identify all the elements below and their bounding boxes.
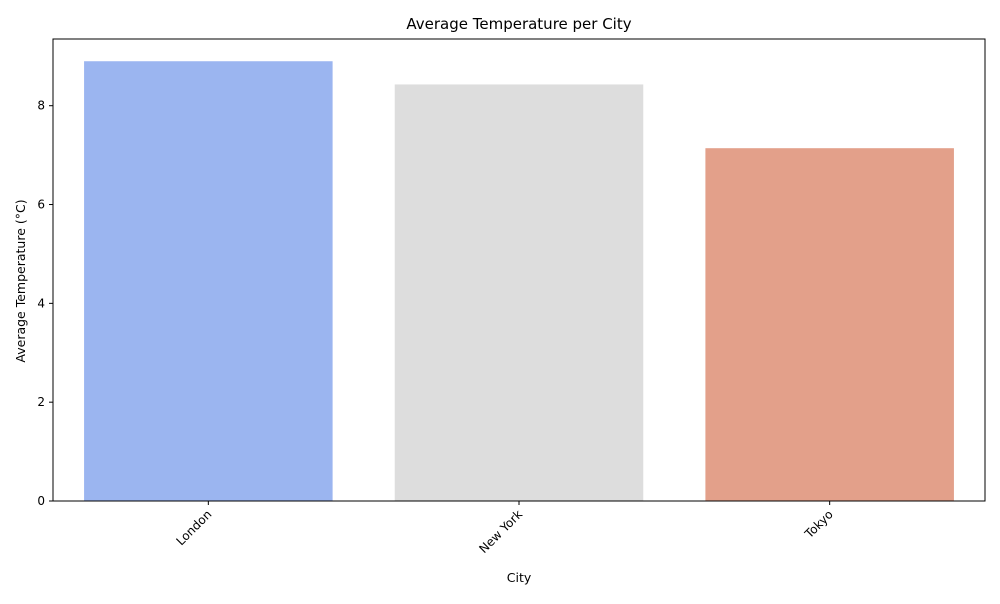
x-axis-label: City [507, 570, 532, 585]
chart-title: Average Temperature per City [406, 15, 631, 33]
bar-london [84, 61, 333, 502]
y-tick-label: 6 [37, 198, 45, 212]
plot-area [52, 38, 986, 502]
y-axis-label: Average Temperature (°C) [13, 199, 28, 362]
y-tick-label: 8 [37, 99, 45, 113]
x-tick-label: Tokyo [801, 507, 835, 541]
y-axis: 0 2 4 6 8 [37, 99, 53, 508]
x-tick-label: London [173, 507, 214, 548]
bar-new-york [394, 84, 644, 501]
y-tick-label: 0 [37, 494, 45, 508]
y-tick-label: 4 [37, 296, 45, 310]
bar-tokyo [705, 148, 954, 501]
x-axis: London New York Tokyo [173, 501, 836, 556]
y-tick-label: 2 [37, 395, 45, 409]
x-tick-label: New York [476, 507, 525, 556]
